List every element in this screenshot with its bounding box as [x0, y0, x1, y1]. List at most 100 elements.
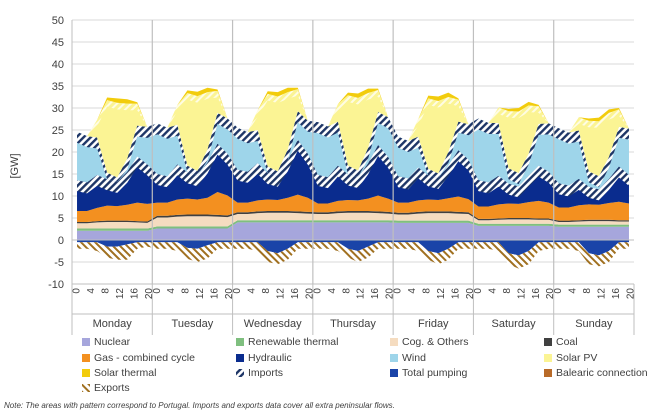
y-tick-label: -5 [54, 257, 64, 269]
legend-item-wind: Wind [390, 352, 426, 364]
x-tick-label: 20 [304, 288, 315, 300]
x-tick-label: 8 [261, 288, 272, 294]
x-tick-label: 0 [152, 288, 163, 294]
y-tick-label: -10 [48, 279, 64, 291]
x-tick-label: 16 [531, 288, 542, 300]
x-tick-label: 20 [465, 288, 476, 300]
y-tick-label: 25 [52, 125, 64, 137]
y-tick-label: 35 [52, 81, 64, 93]
x-tick-label: 4 [327, 288, 338, 294]
legend-item-imports: Imports [236, 367, 283, 379]
legend-swatch [544, 369, 552, 377]
area-total-pumping [77, 240, 629, 256]
x-tick-label: 8 [422, 288, 433, 294]
legend-item-exports: Exports [82, 382, 130, 394]
legend-label: Balearic connection [556, 367, 648, 379]
y-tick-label: 5 [58, 213, 64, 225]
area-cog-others [77, 212, 629, 229]
area-coal [77, 210, 629, 224]
y-axis-title: [GW] [9, 153, 21, 178]
y-tick-label: 15 [52, 169, 64, 181]
x-tick-label: 20 [144, 288, 155, 300]
day-label: Wednesday [244, 318, 302, 330]
legend-item-renewable-thermal: Renewable thermal [236, 336, 338, 348]
legend-swatch [82, 338, 90, 346]
area-hydraulic-portugal [77, 139, 629, 201]
x-tick-label: 20 [385, 288, 396, 300]
x-tick-label: 8 [582, 288, 593, 294]
y-tick-label: 20 [52, 147, 64, 159]
x-tick-label: 20 [626, 288, 637, 300]
x-tick-label: 8 [100, 288, 111, 294]
day-label: Saturday [492, 318, 537, 330]
day-label: Tuesday [172, 318, 214, 330]
x-tick-label: 4 [487, 288, 498, 294]
legend-label: Total pumping [402, 367, 468, 379]
legend-label: Renewable thermal [248, 336, 338, 348]
legend-swatch [236, 354, 244, 362]
legend-item-solar-pv: Solar PV [544, 352, 597, 364]
legend-item-nuclear: Nuclear [82, 336, 131, 348]
x-tick-label: 16 [210, 288, 221, 300]
x-tick-label: 12 [516, 288, 527, 300]
day-label: Friday [418, 318, 449, 330]
y-tick-label: 40 [52, 59, 64, 71]
day-label: Sunday [575, 318, 613, 330]
legend-swatch [82, 369, 90, 377]
legend-label: Solar PV [556, 352, 597, 364]
legend-swatch [390, 338, 398, 346]
area-solar-pv-portugal [77, 89, 629, 141]
x-tick-label: 8 [341, 288, 352, 294]
legend-swatch [236, 369, 244, 377]
legend-label: Coal [556, 336, 578, 348]
x-tick-label: 16 [450, 288, 461, 300]
legend: Nuclear Renewable thermal Cog. & Others Coa… [82, 336, 648, 394]
area-exports [77, 242, 629, 269]
x-tick-label: 4 [407, 288, 418, 294]
legend-label: Gas - combined cycle [94, 352, 195, 364]
legend-item-balearic: Balearic connection [544, 367, 648, 379]
x-tick-label: 12 [275, 288, 286, 300]
x-tick-label: 4 [568, 288, 579, 294]
legend-item-coal: Coal [544, 336, 578, 348]
x-tick-label: 4 [247, 288, 258, 294]
x-tick-label: 0 [232, 288, 243, 294]
y-tick-label: 30 [52, 103, 64, 115]
legend-swatch [544, 354, 552, 362]
x-tick-label: 16 [129, 288, 140, 300]
x-tick-label: 16 [611, 288, 622, 300]
legend-label: Wind [402, 352, 426, 364]
x-tick-label: 20 [224, 288, 235, 300]
x-tick-label: 16 [370, 288, 381, 300]
area-gas-cc [77, 192, 629, 222]
x-tick-label: 0 [553, 288, 564, 294]
legend-label: Hydraulic [248, 352, 292, 364]
legend-swatch [236, 338, 244, 346]
x-tick-label: 8 [181, 288, 192, 294]
y-tick-label: 50 [52, 15, 64, 27]
legend-item-cog-others: Cog. & Others [390, 336, 469, 348]
legend-label: Imports [248, 367, 283, 379]
x-tick-label: 12 [115, 288, 126, 300]
x-tick-label: 0 [72, 288, 83, 294]
y-tick-label: 0 [58, 235, 64, 247]
legend-label: Exports [94, 382, 130, 394]
x-tick-label: 4 [166, 288, 177, 294]
stacked-areas [77, 87, 629, 269]
legend-item-solar-thermal: Solar thermal [82, 367, 156, 379]
area-nuclear [77, 222, 629, 240]
legend-item-gas-cc: Gas - combined cycle [82, 352, 195, 364]
legend-item-total-pumping: Total pumping [390, 367, 468, 379]
x-tick-label: 8 [502, 288, 513, 294]
legend-swatch [82, 354, 90, 362]
x-tick-label: 12 [436, 288, 447, 300]
area-renewable-thermal [77, 220, 629, 231]
area-wind-portugal [77, 111, 629, 188]
x-tick-label: 0 [473, 288, 484, 294]
x-tick-label: 12 [356, 288, 367, 300]
day-label: Monday [93, 318, 133, 330]
y-tick-label: 10 [52, 191, 64, 203]
x-tick-label: 12 [597, 288, 608, 300]
legend-label: Nuclear [94, 336, 131, 348]
